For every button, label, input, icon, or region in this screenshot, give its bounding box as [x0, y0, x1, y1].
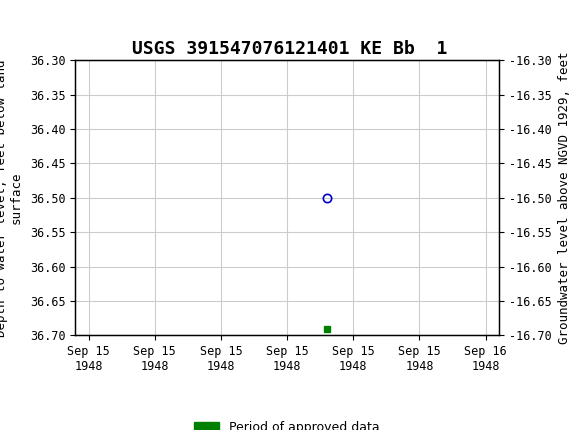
Legend: Period of approved data: Period of approved data — [189, 416, 385, 430]
Y-axis label: Depth to water level, feet below land
surface: Depth to water level, feet below land su… — [0, 59, 23, 337]
Y-axis label: Groundwater level above NGVD 1929, feet: Groundwater level above NGVD 1929, feet — [558, 52, 571, 344]
Text: USGS 391547076121401 KE Bb  1: USGS 391547076121401 KE Bb 1 — [132, 40, 448, 58]
Text: ≡USGS: ≡USGS — [9, 12, 96, 33]
